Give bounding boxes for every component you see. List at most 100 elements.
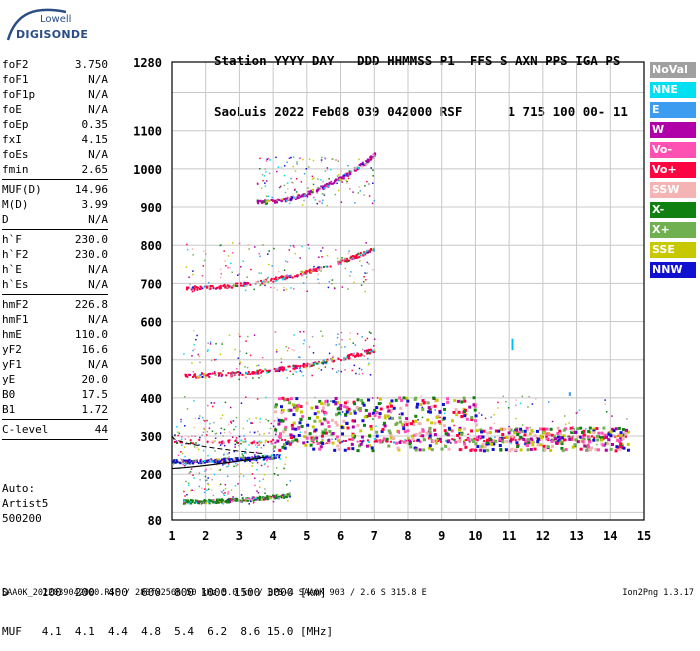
echo-point bbox=[363, 280, 365, 283]
echo-point bbox=[535, 436, 538, 439]
echo-point bbox=[222, 285, 225, 288]
echo-point bbox=[234, 446, 236, 448]
echo-point bbox=[245, 352, 248, 355]
echo-point bbox=[545, 432, 549, 436]
echo-point bbox=[527, 406, 529, 408]
echo-point bbox=[546, 445, 550, 449]
echo-point bbox=[416, 402, 420, 406]
echo-point bbox=[524, 439, 528, 443]
echo-point bbox=[531, 403, 534, 405]
echo-point bbox=[239, 361, 242, 363]
param-divider bbox=[2, 294, 108, 295]
echo-point bbox=[270, 422, 273, 425]
echo-point bbox=[368, 263, 370, 265]
echo-point bbox=[377, 415, 381, 419]
echo-point bbox=[360, 435, 364, 439]
echo-point bbox=[325, 361, 328, 364]
echo-point bbox=[204, 470, 206, 472]
echo-point bbox=[480, 414, 483, 416]
echo-point bbox=[204, 420, 206, 422]
echo-point bbox=[328, 281, 331, 283]
echo-point bbox=[525, 443, 529, 447]
echo-point bbox=[278, 454, 281, 457]
param-name: D bbox=[2, 213, 9, 226]
echo-point bbox=[203, 428, 206, 431]
echo-point bbox=[216, 461, 219, 464]
echo-point bbox=[188, 472, 191, 474]
echo-point bbox=[391, 416, 395, 420]
echo-point bbox=[355, 405, 359, 409]
echo-point bbox=[548, 401, 550, 403]
echo-point bbox=[264, 439, 267, 442]
echo-point bbox=[204, 475, 207, 478]
echo-point bbox=[316, 187, 319, 190]
echo-point bbox=[273, 495, 276, 498]
echo-point bbox=[596, 448, 600, 452]
echo-point bbox=[626, 418, 628, 420]
echo-point bbox=[198, 485, 201, 488]
echo-point bbox=[332, 182, 335, 185]
echo-point bbox=[372, 345, 375, 347]
echo-point bbox=[405, 403, 409, 407]
echo-point bbox=[333, 448, 337, 452]
logo-line1: Lowell bbox=[40, 14, 72, 25]
echo-point bbox=[264, 284, 266, 287]
echo-point bbox=[208, 502, 211, 505]
echo-point bbox=[582, 433, 586, 437]
echo-point bbox=[205, 374, 208, 377]
legend-item: Vo+ bbox=[650, 162, 696, 178]
echo-point bbox=[322, 180, 324, 183]
echo-point bbox=[231, 436, 234, 438]
echo-point bbox=[348, 259, 351, 262]
echo-point bbox=[318, 419, 322, 423]
echo-point bbox=[583, 444, 587, 448]
echo-point bbox=[310, 406, 314, 410]
echo-point bbox=[201, 287, 204, 290]
echo-point bbox=[455, 413, 459, 417]
echo-point bbox=[375, 440, 378, 443]
echo-point bbox=[264, 454, 266, 457]
echo-point bbox=[229, 406, 232, 409]
echo-point bbox=[282, 367, 285, 370]
echo-point bbox=[368, 195, 371, 197]
echo-point bbox=[280, 367, 283, 370]
echo-point bbox=[297, 433, 301, 437]
echo-point bbox=[284, 200, 287, 203]
echo-point bbox=[243, 457, 245, 460]
echo-point bbox=[228, 458, 231, 461]
echo-point bbox=[405, 441, 409, 445]
echo-point bbox=[421, 407, 425, 411]
echo-point bbox=[429, 432, 433, 436]
echo-point bbox=[262, 498, 265, 501]
echo-point bbox=[358, 367, 361, 370]
echo-point bbox=[261, 455, 264, 458]
echo-point bbox=[276, 417, 279, 419]
echo-point bbox=[226, 475, 229, 478]
echo-point bbox=[196, 286, 199, 289]
echo-point bbox=[239, 362, 241, 365]
echo-point bbox=[201, 434, 203, 436]
echo-point bbox=[360, 163, 363, 166]
echo-point bbox=[344, 413, 348, 417]
echo-point bbox=[412, 439, 415, 442]
echo-point bbox=[345, 259, 348, 262]
echo-point bbox=[587, 429, 591, 433]
echo-point bbox=[266, 180, 268, 182]
echo-point bbox=[323, 185, 326, 188]
echo-point bbox=[207, 477, 209, 479]
echo-point bbox=[206, 489, 208, 492]
echo-point bbox=[345, 179, 347, 182]
echo-point bbox=[586, 448, 590, 452]
echo-point bbox=[349, 411, 353, 415]
echo-point bbox=[413, 419, 417, 423]
echo-point bbox=[508, 425, 510, 428]
echo-point bbox=[209, 459, 212, 462]
echo-point bbox=[283, 286, 285, 289]
echo-point bbox=[289, 276, 292, 279]
param-row: foEp 0.35 bbox=[2, 117, 108, 132]
echo-point bbox=[337, 160, 340, 162]
echo-point bbox=[220, 372, 223, 375]
echo-point bbox=[614, 449, 618, 453]
param-row: foF2 3.750 bbox=[2, 57, 108, 72]
echo-point bbox=[615, 445, 619, 449]
